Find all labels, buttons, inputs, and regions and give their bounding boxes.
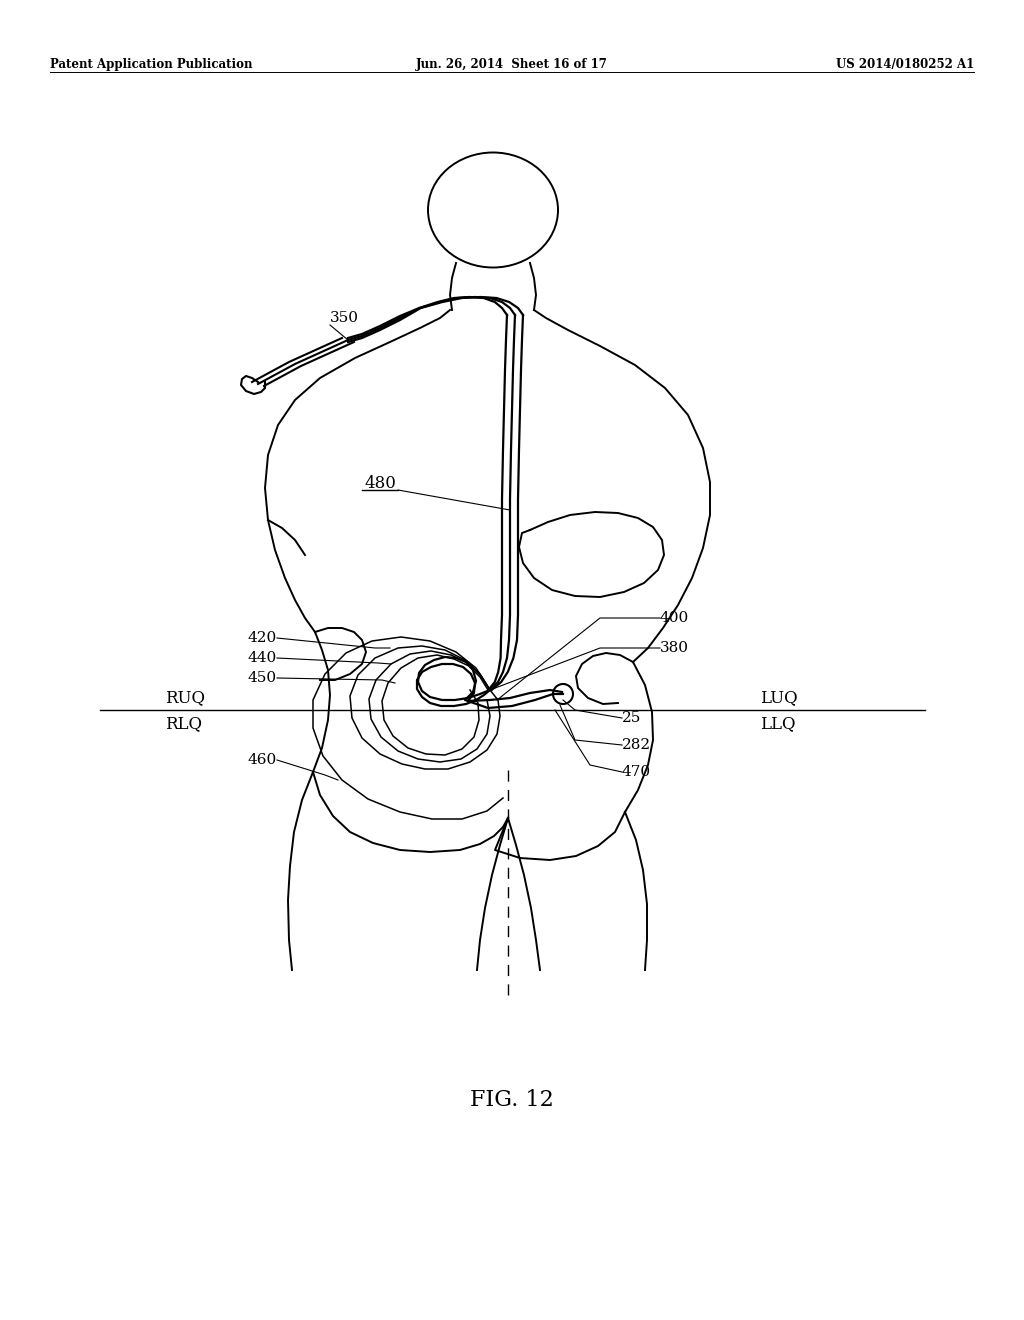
Text: 25: 25 — [622, 711, 641, 725]
Text: 440: 440 — [248, 651, 278, 665]
Text: 470: 470 — [622, 766, 651, 779]
Text: FIG. 12: FIG. 12 — [470, 1089, 554, 1111]
Text: Jun. 26, 2014  Sheet 16 of 17: Jun. 26, 2014 Sheet 16 of 17 — [416, 58, 608, 71]
Text: RLQ: RLQ — [165, 715, 202, 733]
Text: 380: 380 — [660, 642, 689, 655]
Text: 400: 400 — [660, 611, 689, 624]
Text: 460: 460 — [248, 752, 278, 767]
Text: 480: 480 — [365, 474, 396, 491]
Text: 450: 450 — [248, 671, 278, 685]
Text: 282: 282 — [622, 738, 651, 752]
Text: 350: 350 — [330, 312, 359, 325]
Text: LUQ: LUQ — [760, 689, 798, 706]
Text: Patent Application Publication: Patent Application Publication — [50, 58, 253, 71]
Text: RUQ: RUQ — [165, 689, 205, 706]
Text: 420: 420 — [248, 631, 278, 645]
Text: LLQ: LLQ — [760, 715, 796, 733]
Text: US 2014/0180252 A1: US 2014/0180252 A1 — [836, 58, 974, 71]
